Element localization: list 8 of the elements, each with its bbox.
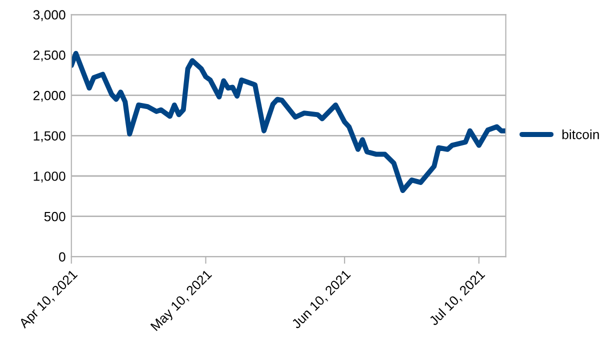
y-tick-label: 0: [59, 252, 66, 262]
y-tick-label: 500: [44, 212, 66, 222]
y-tick-label: 1,500: [34, 131, 66, 142]
y-tick-label: 2,500: [33, 50, 66, 62]
y-tick-label: 3,000: [33, 10, 66, 22]
y-tick-label: 2,000: [33, 90, 66, 102]
y-tick-label: 1,000: [34, 172, 66, 182]
legend-label: bitcoin: [562, 130, 599, 140]
